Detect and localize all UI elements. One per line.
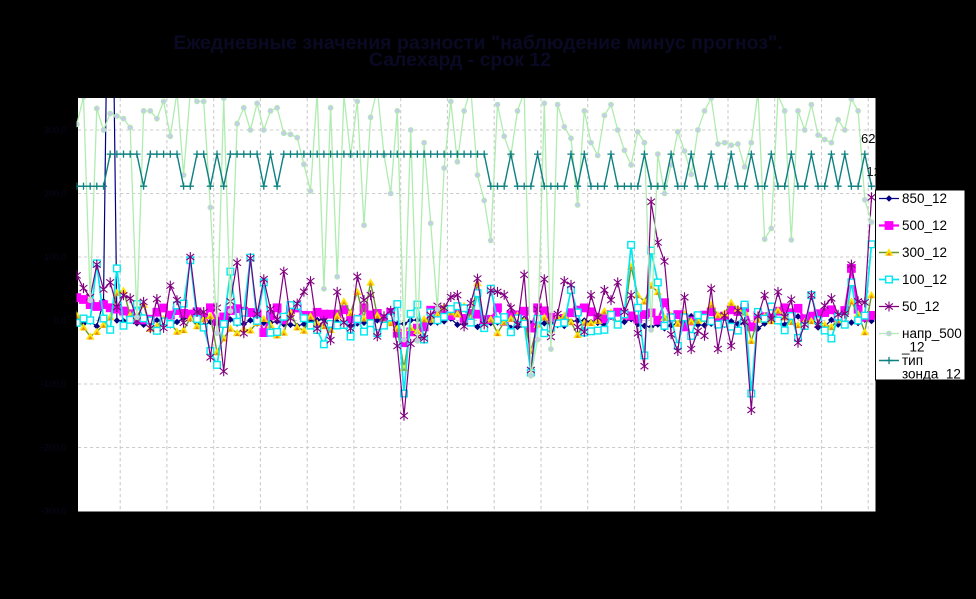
svg-text:0,0: 0,0 bbox=[54, 316, 67, 326]
svg-text:-300,0: -300,0 bbox=[41, 506, 67, 516]
svg-text:_12: _12 bbox=[901, 340, 925, 355]
svg-text:напр_500: напр_500 bbox=[902, 326, 962, 341]
svg-text:850_12: 850_12 bbox=[902, 191, 947, 206]
svg-text:50_12: 50_12 bbox=[902, 299, 940, 314]
svg-text:200,0: 200,0 bbox=[44, 189, 67, 199]
svg-text:-100,0: -100,0 bbox=[41, 379, 67, 389]
svg-text:100,0: 100,0 bbox=[44, 252, 67, 262]
svg-text:300_12: 300_12 bbox=[902, 245, 947, 260]
svg-text:300,0: 300,0 bbox=[44, 125, 67, 135]
svg-text:тип: тип bbox=[902, 353, 923, 368]
svg-text:500_12: 500_12 bbox=[902, 218, 947, 233]
svg-text:100_12: 100_12 bbox=[902, 272, 947, 287]
svg-text:Ежедневные значения разности ": Ежедневные значения разности "наблюдение… bbox=[173, 32, 782, 54]
svg-text:12: 12 bbox=[867, 164, 881, 179]
svg-text:зонда_12: зонда_12 bbox=[902, 367, 961, 382]
svg-text:-200,0: -200,0 bbox=[41, 443, 67, 453]
svg-text:Салехард - срок 12: Салехард - срок 12 bbox=[369, 49, 551, 71]
svg-text:62: 62 bbox=[861, 131, 875, 146]
